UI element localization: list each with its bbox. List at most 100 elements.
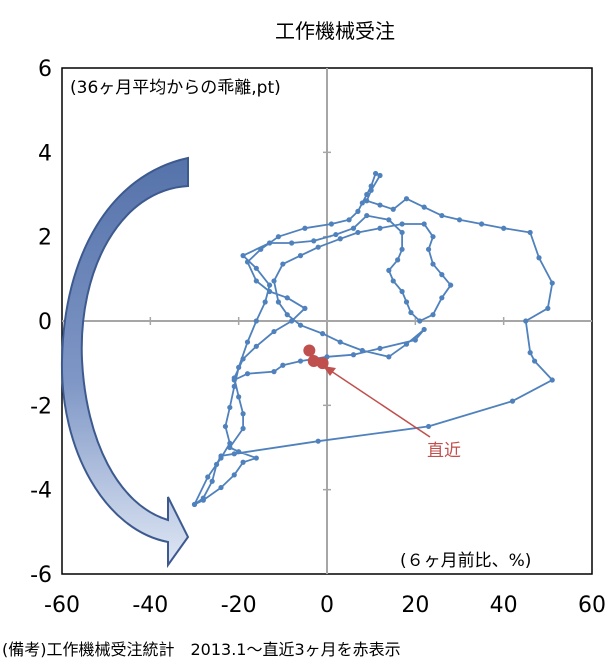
recent-pointer-arrowhead [323,366,336,376]
x-tick-label: -20 [221,593,257,618]
data-point [275,234,282,240]
x-tick-label: -60 [44,593,80,618]
y-tick-label: -2 [30,394,52,419]
data-point [421,326,427,333]
x-tick-labels: -60 -40 -20 0 20 40 60 [44,593,606,618]
data-point [218,455,224,461]
data-point [280,362,286,368]
data-point [240,356,246,362]
data-point [430,312,436,318]
data-point [509,398,516,404]
data-point [448,282,454,288]
data-point [231,377,237,383]
series-path [193,172,554,506]
data-point [213,461,220,467]
inner-annotation: (36ヶ月平均からの乖離,pt) [70,78,281,98]
data-point [244,259,251,265]
data-point [227,404,233,411]
data-point [359,347,365,354]
data-point [399,288,405,295]
data-point [240,411,246,417]
data-point [328,221,335,227]
data-point [527,350,533,356]
data-point [399,246,405,252]
axes [62,68,592,574]
data-point [399,229,405,236]
data-point [439,272,445,278]
data-point [231,472,237,478]
data-point [289,318,295,324]
y-tick-labels: 6 4 2 0 -2 -4 -6 [30,57,52,588]
data-point [395,257,401,263]
data-point [253,265,259,271]
data-point [377,172,383,179]
data-point [311,238,317,244]
data-point [262,299,268,305]
data-point [377,202,383,208]
data-point [350,225,357,231]
data-point [231,451,237,457]
series-points [191,170,555,508]
data-point [297,253,304,259]
data-point [284,295,290,301]
data-point [236,394,242,400]
data-point [236,364,242,370]
data-point [266,282,273,288]
footnote: (備考)工作機械受注統計 2013.1～直近3ヶ月を赤表示 [2,640,401,659]
data-point [421,221,427,227]
data-point [377,345,383,352]
data-point [236,449,242,455]
data-point [417,318,423,324]
data-point [253,278,259,284]
data-point [280,261,286,267]
data-point [412,337,418,343]
data-point [403,341,410,347]
data-point [253,343,259,349]
data-point [271,369,277,375]
data-point [545,305,551,311]
data-point [523,318,529,324]
x-tick-label: 20 [401,593,429,618]
data-point [439,295,445,301]
data-point [275,299,282,305]
data-point [425,246,432,252]
recent-data-point [303,344,316,357]
x-tick-label: 60 [578,593,606,618]
data-point [399,221,405,227]
y-tick-label: 2 [38,226,52,251]
data-point [227,440,233,446]
data-point [368,187,374,193]
data-point [439,212,445,219]
data-point [386,217,392,223]
data-point [346,217,352,223]
data-point [368,183,374,189]
data-point [430,234,436,240]
data-point [266,288,273,295]
data-point [456,217,463,223]
data-point [359,200,365,206]
data-point [355,208,361,214]
data-point [302,305,308,311]
data-point [421,204,427,210]
data-point [377,225,383,231]
data-point [549,377,555,383]
data-point [244,339,251,345]
data-point [408,309,414,316]
data-point [403,299,410,305]
recent-points [303,344,329,370]
data-point [209,478,215,484]
data-point [222,423,229,430]
data-point [425,423,432,430]
data-point [536,255,542,261]
data-point [333,231,339,238]
data-point [337,339,343,345]
data-point [350,352,357,358]
data-point [244,371,251,377]
data-point [527,229,533,236]
x-tick-label: 0 [320,593,334,618]
recent-pointer-arrow [327,368,431,438]
corner-annotation: (６ヶ月前比、%) [400,551,531,571]
x-tick-label: 40 [490,593,518,618]
data-point [386,267,392,273]
